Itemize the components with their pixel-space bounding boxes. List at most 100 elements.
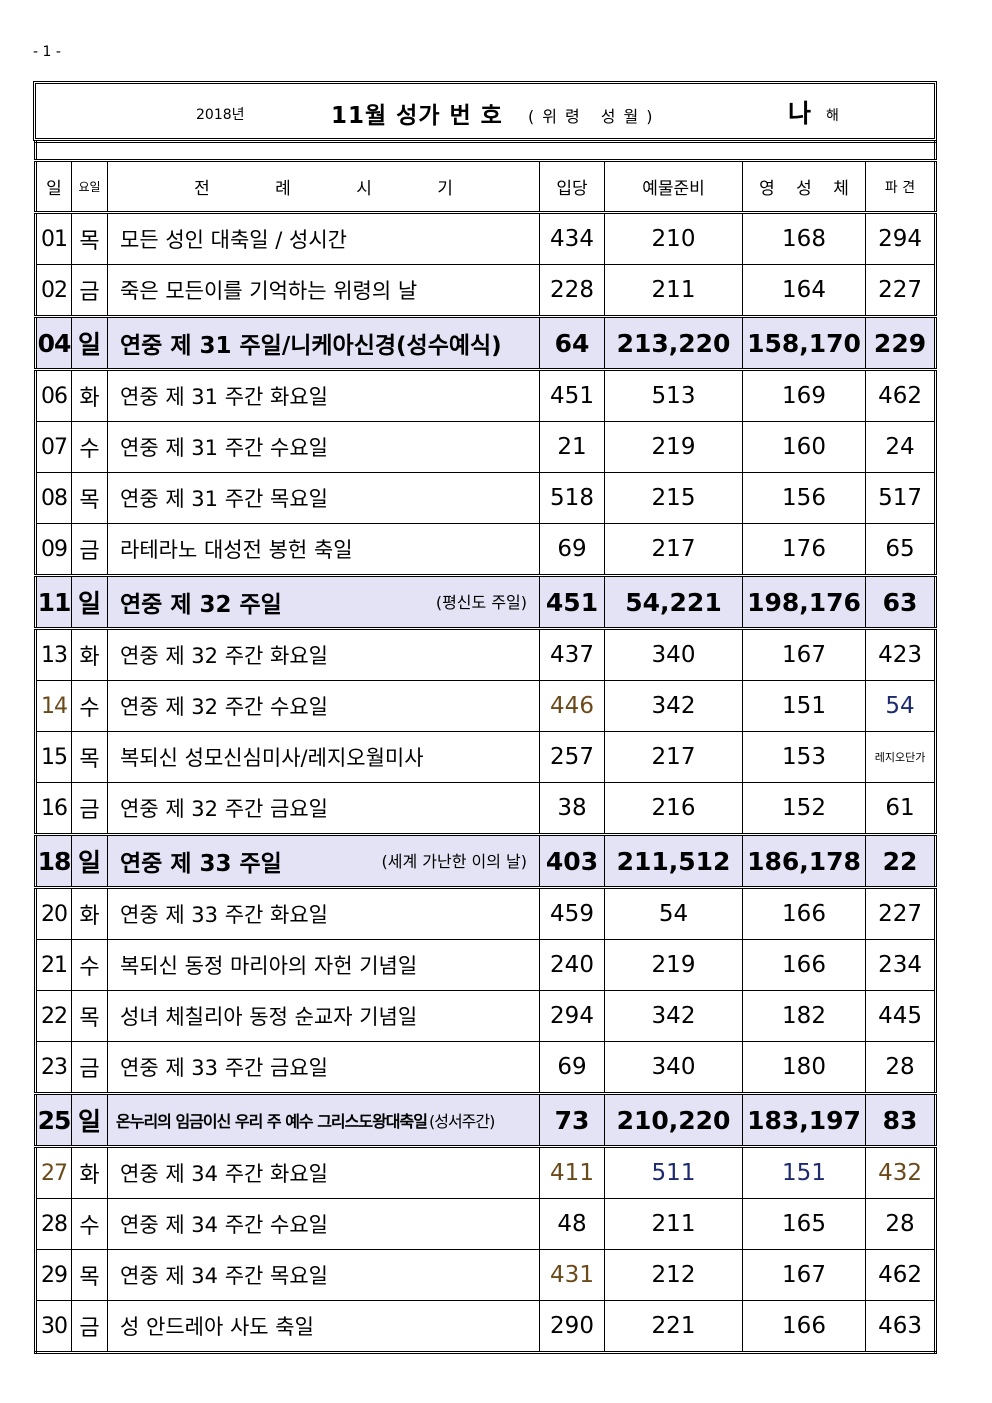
table-row: 30 금 성 안드레아 사도 축일 290 221 166 463 [35, 1300, 937, 1353]
communion-hymn: 156 [742, 472, 866, 524]
weekday-cell: 목 [71, 1249, 108, 1301]
day-cell: 09 [35, 523, 72, 576]
liturgical-cycle-suffix: 해 [826, 108, 839, 124]
table-row: 07 수 연중 제 31 주간 수요일 21 219 160 24 [35, 421, 937, 473]
entrance-hymn: 290 [539, 1300, 605, 1353]
liturgy-cell: 죽은 모든이를 기억하는 위령의 날 [107, 264, 540, 317]
entrance-hymn: 451 [539, 574, 605, 630]
weekday-cell: 화 [71, 369, 108, 422]
liturgy-cell: 연중 제 33 주간 금요일 [107, 1041, 540, 1094]
weekday-cell: 목 [71, 212, 108, 265]
communion-hymn: 176 [742, 523, 866, 576]
offertory-hymn: 211 [604, 264, 743, 317]
liturgy-title: 모든 성인 대축일 / 성시간 [120, 228, 347, 252]
hymn-table: 일 요일 전 례 시 기 입당 예물준비 영 성 체 파 견 01 목 모든 성인 … [34, 140, 938, 1354]
day-cell: 25 [35, 1092, 72, 1148]
offertory-hymn: 342 [604, 990, 743, 1042]
entrance-hymn: 411 [539, 1146, 605, 1199]
day-cell: 22 [35, 990, 72, 1042]
liturgy-title: 라테라노 대성전 봉헌 축일 [120, 538, 353, 562]
liturgy-title: 죽은 모든이를 기억하는 위령의 날 [120, 279, 418, 303]
sunday-row: 18 일 연중 제 33 주일 (세계 가난한 이의 날) 403 211,512 186,… [35, 833, 937, 889]
entrance-hymn: 228 [539, 264, 605, 317]
liturgy-cell: 연중 제 31 주간 목요일 [107, 472, 540, 524]
recessional-hymn: 229 [864, 315, 937, 371]
recessional-hymn: 432 [864, 1146, 937, 1199]
sunday-row: 25 일 온누리의 임금이신 우리 주 예수 그리스도왕대축일 (성서주간) 73 210… [35, 1092, 937, 1148]
day-cell: 23 [35, 1041, 72, 1094]
weekday-cell: 일 [71, 833, 108, 889]
page-title: 11월 성가 번 호 [331, 103, 503, 129]
weekday-cell: 수 [71, 680, 108, 732]
entrance-hymn: 451 [539, 369, 605, 422]
recessional-hymn: 레지오단가 [864, 731, 937, 783]
communion-hymn: 166 [742, 939, 866, 991]
entrance-hymn: 446 [539, 680, 605, 732]
table-row: 08 목 연중 제 31 주간 목요일 518 215 156 517 [35, 472, 937, 524]
table-row: 27 화 연중 제 34 주간 화요일 411 511 151 432 [35, 1146, 937, 1199]
liturgy-title: 연중 제 34 주간 화요일 [120, 1162, 328, 1186]
entrance-hymn: 431 [539, 1249, 605, 1301]
table-row: 02 금 죽은 모든이를 기억하는 위령의 날 228 211 164 227 [35, 264, 937, 317]
recessional-hymn: 22 [864, 833, 937, 889]
table-row: 09 금 라테라노 대성전 봉헌 축일 69 217 176 65 [35, 523, 937, 576]
weekday-cell: 화 [71, 628, 108, 681]
offertory-hymn: 219 [604, 421, 743, 473]
liturgy-note: (성서주간) [428, 1112, 495, 1131]
recessional-hymn: 462 [864, 1249, 937, 1301]
communion-hymn: 186,178 [742, 833, 866, 889]
header-liturgy: 전 례 시 기 [107, 160, 540, 214]
entrance-hymn: 518 [539, 472, 605, 524]
offertory-hymn: 211,512 [604, 833, 743, 889]
offertory-hymn: 212 [604, 1249, 743, 1301]
liturgy-cell: 연중 제 33 주간 화요일 [107, 887, 540, 940]
liturgy-cell: 복되신 성모신심미사/레지오월미사 [107, 731, 540, 783]
offertory-hymn: 213,220 [604, 315, 743, 371]
weekday-cell: 수 [71, 939, 108, 991]
day-cell: 01 [35, 212, 72, 265]
liturgy-title: 연중 제 32 주간 화요일 [120, 644, 328, 668]
liturgy-cell: 연중 제 32 주간 수요일 [107, 680, 540, 732]
weekday-cell: 금 [71, 264, 108, 317]
weekday-cell: 수 [71, 421, 108, 473]
liturgy-title: 연중 제 32 주일 [120, 592, 282, 618]
weekday-cell: 금 [71, 1300, 108, 1353]
communion-hymn: 164 [742, 264, 866, 317]
entrance-hymn: 294 [539, 990, 605, 1042]
day-cell: 29 [35, 1249, 72, 1301]
offertory-hymn: 513 [604, 369, 743, 422]
sunday-row: 04 일 연중 제 31 주일/니케아신경(성수예식) 64 213,220 158,17… [35, 315, 937, 371]
communion-hymn: 165 [742, 1198, 866, 1250]
offertory-hymn: 54 [604, 887, 743, 940]
title-year: 2018년 [196, 107, 245, 123]
recessional-hymn: 83 [864, 1092, 937, 1148]
weekday-cell: 일 [71, 1092, 108, 1148]
header-offertory: 예물준비 [604, 160, 743, 214]
liturgical-cycle: 나 [788, 99, 812, 128]
liturgy-title: 연중 제 32 주간 금요일 [120, 797, 328, 821]
communion-hymn: 166 [742, 887, 866, 940]
recessional-hymn: 445 [864, 990, 937, 1042]
table-row: 13 화 연중 제 32 주간 화요일 437 340 167 423 [35, 628, 937, 681]
recessional-hymn: 61 [864, 782, 937, 835]
liturgy-title: 복되신 성모신심미사/레지오월미사 [120, 746, 424, 770]
liturgy-title: 연중 제 32 주간 수요일 [120, 695, 328, 719]
communion-hymn: 153 [742, 731, 866, 783]
table-row: 15 목 복되신 성모신심미사/레지오월미사 257 217 153 레지오단가 [35, 731, 937, 783]
entrance-hymn: 459 [539, 887, 605, 940]
communion-hymn: 169 [742, 369, 866, 422]
weekday-cell: 목 [71, 472, 108, 524]
communion-hymn: 182 [742, 990, 866, 1042]
day-cell: 11 [35, 574, 72, 630]
entrance-hymn: 257 [539, 731, 605, 783]
offertory-hymn: 210,220 [604, 1092, 743, 1148]
recessional-hymn: 234 [864, 939, 937, 991]
liturgy-title: 복되신 동정 마리아의 자헌 기념일 [120, 954, 418, 978]
offertory-hymn: 211 [604, 1198, 743, 1250]
liturgy-cell: 복되신 동정 마리아의 자헌 기념일 [107, 939, 540, 991]
liturgy-cell: 연중 제 34 주간 수요일 [107, 1198, 540, 1250]
recessional-hymn: 54 [864, 680, 937, 732]
communion-hymn: 151 [742, 1146, 866, 1199]
title-box: 2018년 11월 성가 번 호 (위령 성월) 나 해 [33, 81, 937, 141]
liturgy-title: 연중 제 31 주간 화요일 [120, 385, 328, 409]
